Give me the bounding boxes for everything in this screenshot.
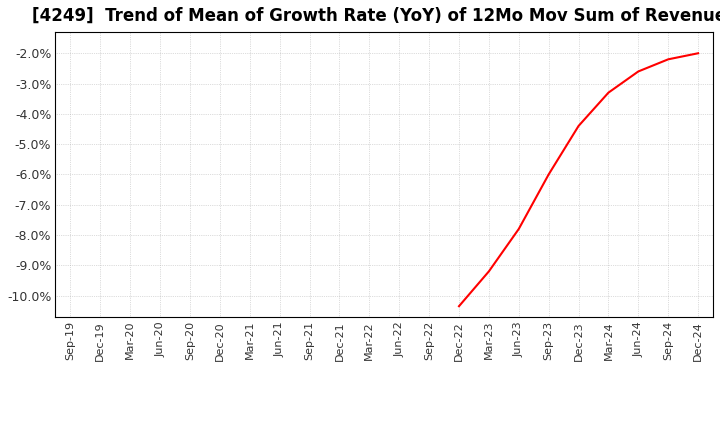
Legend: 3 Years, 5 Years, 7 Years, 10 Years: 3 Years, 5 Years, 7 Years, 10 Years — [165, 436, 603, 440]
Title: [4249]  Trend of Mean of Growth Rate (YoY) of 12Mo Mov Sum of Revenues: [4249] Trend of Mean of Growth Rate (YoY… — [32, 7, 720, 25]
